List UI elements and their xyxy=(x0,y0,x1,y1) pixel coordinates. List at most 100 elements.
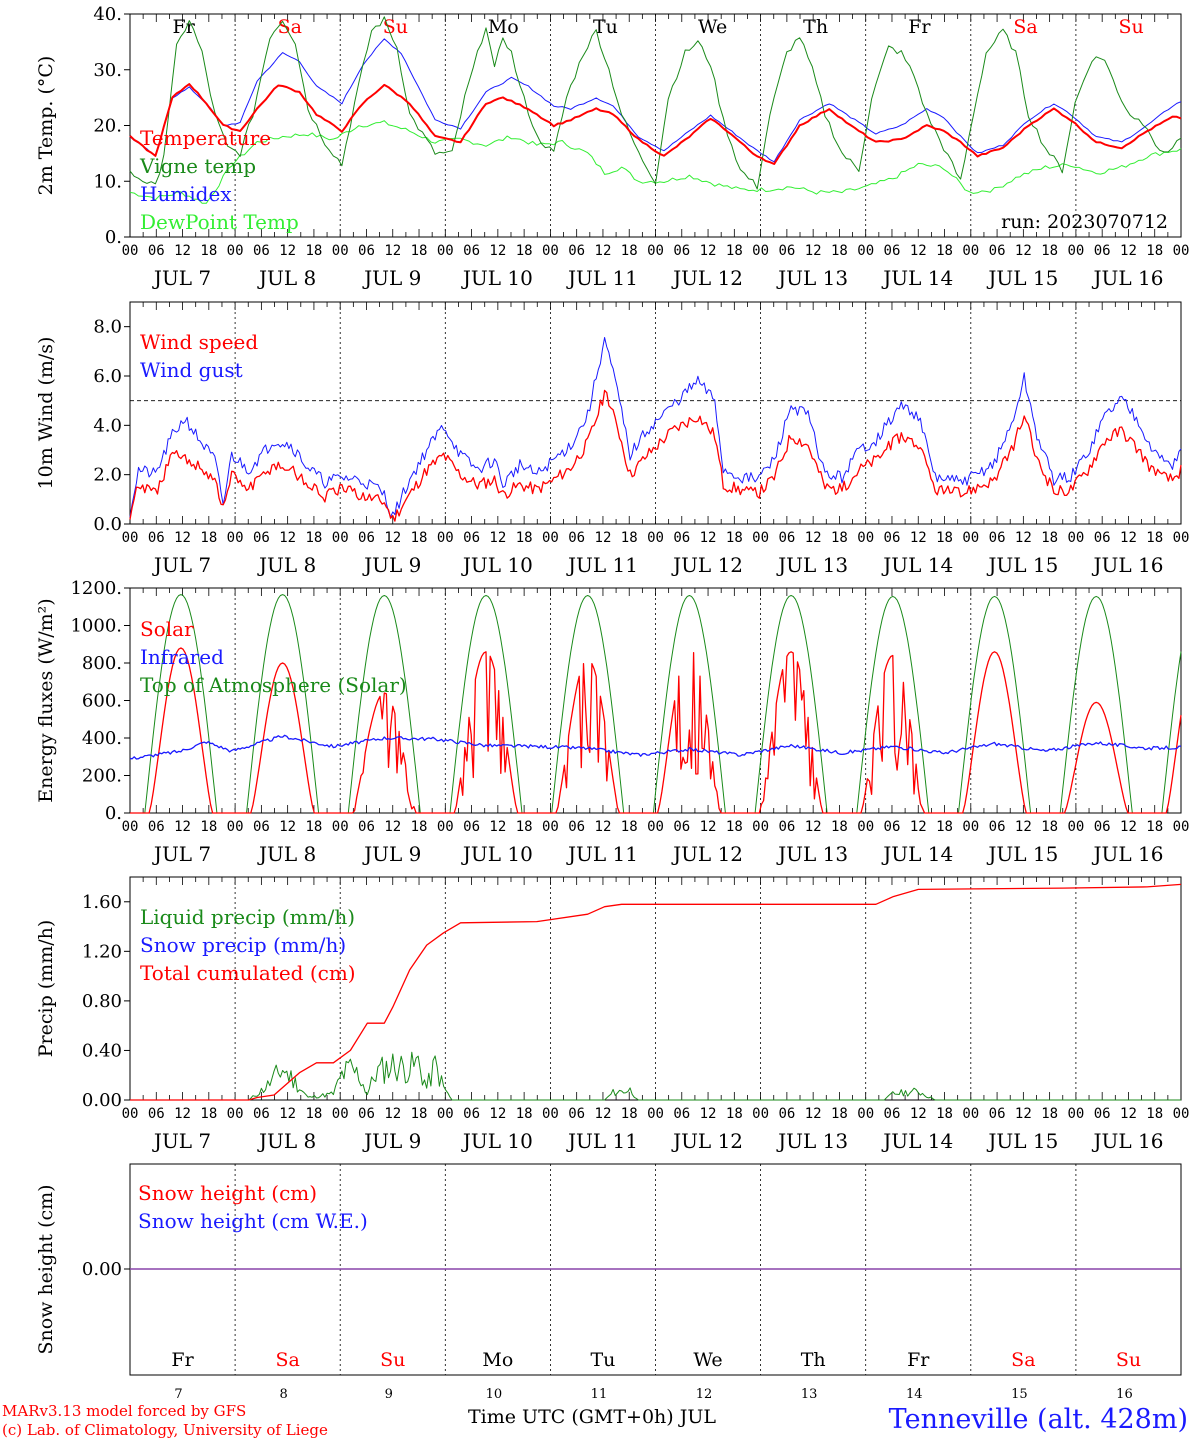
hour-tick-label: 06 xyxy=(253,1106,270,1122)
date-label: JUL 11 xyxy=(566,842,638,866)
y-tick-label: 0.80 xyxy=(82,991,122,1012)
hour-tick-label: 00 xyxy=(542,819,559,835)
y-axis-label: 10m Wind (m/s) xyxy=(35,337,57,490)
y-tick-label: 800. xyxy=(82,653,122,674)
hour-tick-label: 00 xyxy=(122,243,139,259)
hour-tick-label: 00 xyxy=(857,819,874,835)
hour-tick-label: 00 xyxy=(1173,243,1190,259)
hour-tick-label: 12 xyxy=(1015,530,1032,546)
date-label: JUL 11 xyxy=(566,266,638,290)
date-label: JUL 9 xyxy=(362,842,421,866)
date-label: JUL 7 xyxy=(152,842,211,866)
hour-tick-label: 18 xyxy=(411,819,428,835)
hour-tick-label: 18 xyxy=(1146,530,1163,546)
hour-tick-label: 00 xyxy=(1067,530,1084,546)
date-label: JUL 15 xyxy=(986,842,1058,866)
hour-tick-label: 12 xyxy=(1120,243,1137,259)
weekday-label: Tu xyxy=(593,16,618,38)
y-tick-label: 0.00 xyxy=(82,1259,122,1280)
date-label: JUL 15 xyxy=(986,266,1058,290)
weekday-label: Mo xyxy=(488,16,519,38)
hour-tick-label: 18 xyxy=(411,243,428,259)
hour-tick-label: 00 xyxy=(857,243,874,259)
y-tick-label: 1.20 xyxy=(82,941,122,962)
legend-entry: Snow precip (mm/h) xyxy=(140,933,346,957)
hour-tick-label: 00 xyxy=(962,1106,979,1122)
date-label: JUL 15 xyxy=(986,1129,1058,1153)
date-label: JUL 14 xyxy=(881,1129,953,1153)
y-tick-label: 200. xyxy=(82,766,122,787)
hour-tick-label: 18 xyxy=(305,1106,322,1122)
legend-entry: Vigne temp xyxy=(139,154,256,178)
footer-model: MARv3.13 model forced by GFS xyxy=(2,1402,246,1420)
hour-tick-label: 00 xyxy=(332,819,349,835)
y-tick-label: 0.40 xyxy=(82,1040,122,1061)
date-label: JUL 14 xyxy=(881,842,953,866)
hour-tick-label: 06 xyxy=(989,243,1006,259)
y-tick-label: 40. xyxy=(93,4,122,25)
date-label: JUL 11 xyxy=(566,553,638,577)
hour-tick-label: 00 xyxy=(542,1106,559,1122)
date-label: JUL 8 xyxy=(257,266,316,290)
hour-tick-label: 06 xyxy=(358,243,375,259)
legend-entry: DewPoint Temp xyxy=(140,210,299,234)
hour-tick-label: 06 xyxy=(358,530,375,546)
hour-tick-label: 12 xyxy=(700,243,717,259)
hour-tick-label: 06 xyxy=(358,1106,375,1122)
hour-tick-label: 12 xyxy=(174,243,191,259)
hour-tick-label: 12 xyxy=(384,1106,401,1122)
legend-entry: Temperature xyxy=(140,126,271,150)
hour-tick-label: 06 xyxy=(253,243,270,259)
hour-tick-label: 12 xyxy=(805,819,822,835)
hour-tick-label: 00 xyxy=(227,243,244,259)
y-tick-label: 6.0 xyxy=(93,366,122,387)
y-tick-label: 0.00 xyxy=(82,1090,122,1111)
hour-tick-label: 00 xyxy=(122,1106,139,1122)
weekday-label: Tu xyxy=(590,1349,615,1371)
hour-tick-label: 12 xyxy=(805,243,822,259)
hour-tick-label: 18 xyxy=(200,243,217,259)
hour-tick-label: 00 xyxy=(1173,819,1190,835)
legend-entry: Snow height (cm) xyxy=(138,1181,317,1205)
hour-tick-label: 12 xyxy=(910,530,927,546)
weekday-label: Sa xyxy=(275,1349,299,1371)
date-label: JUL 7 xyxy=(152,266,211,290)
hour-tick-label: 18 xyxy=(621,1106,638,1122)
hour-tick-label: 00 xyxy=(647,243,664,259)
energy-panel: 00 06 12 18 JUL 7 00 06 12 18 JUL 8 00 06 12 18 JUL 9 0… xyxy=(35,578,1189,866)
hour-tick-label: 18 xyxy=(831,243,848,259)
hour-tick-label: 12 xyxy=(1015,243,1032,259)
legend-entry: Humidex xyxy=(140,182,232,206)
hour-tick-label: 06 xyxy=(884,1106,901,1122)
hour-tick-label: 18 xyxy=(1041,1106,1058,1122)
y-tick-label: 2.0 xyxy=(93,465,122,486)
hour-tick-label: 00 xyxy=(647,819,664,835)
hour-tick-label: 00 xyxy=(1067,819,1084,835)
hour-tick-label: 06 xyxy=(673,530,690,546)
hour-tick-label: 18 xyxy=(411,1106,428,1122)
date-label: JUL 12 xyxy=(671,553,743,577)
hour-tick-label: 06 xyxy=(1094,819,1111,835)
hour-tick-label: 06 xyxy=(884,530,901,546)
series-line-solar xyxy=(130,647,1182,814)
hour-tick-label: 00 xyxy=(542,530,559,546)
date-label: JUL 12 xyxy=(671,266,743,290)
hour-tick-label: 18 xyxy=(726,1106,743,1122)
hour-tick-label: 06 xyxy=(148,1106,165,1122)
day-number-label: 7 xyxy=(174,1387,182,1402)
hour-tick-label: 12 xyxy=(489,1106,506,1122)
hour-tick-label: 06 xyxy=(358,819,375,835)
hour-tick-label: 12 xyxy=(805,1106,822,1122)
y-tick-label: 0.0 xyxy=(93,514,122,535)
hour-tick-label: 12 xyxy=(1120,819,1137,835)
hour-tick-label: 06 xyxy=(989,819,1006,835)
hour-tick-label: 00 xyxy=(752,1106,769,1122)
hour-tick-label: 18 xyxy=(621,243,638,259)
date-label: JUL 9 xyxy=(362,266,421,290)
wind-panel: 00 06 12 18 JUL 7 00 06 12 18 JUL 8 00 06 12 18 JUL 9 0… xyxy=(35,301,1189,577)
day-number-label: 15 xyxy=(1011,1387,1028,1402)
hour-tick-label: 06 xyxy=(673,1106,690,1122)
hour-tick-label: 18 xyxy=(936,1106,953,1122)
hour-tick-label: 06 xyxy=(989,1106,1006,1122)
